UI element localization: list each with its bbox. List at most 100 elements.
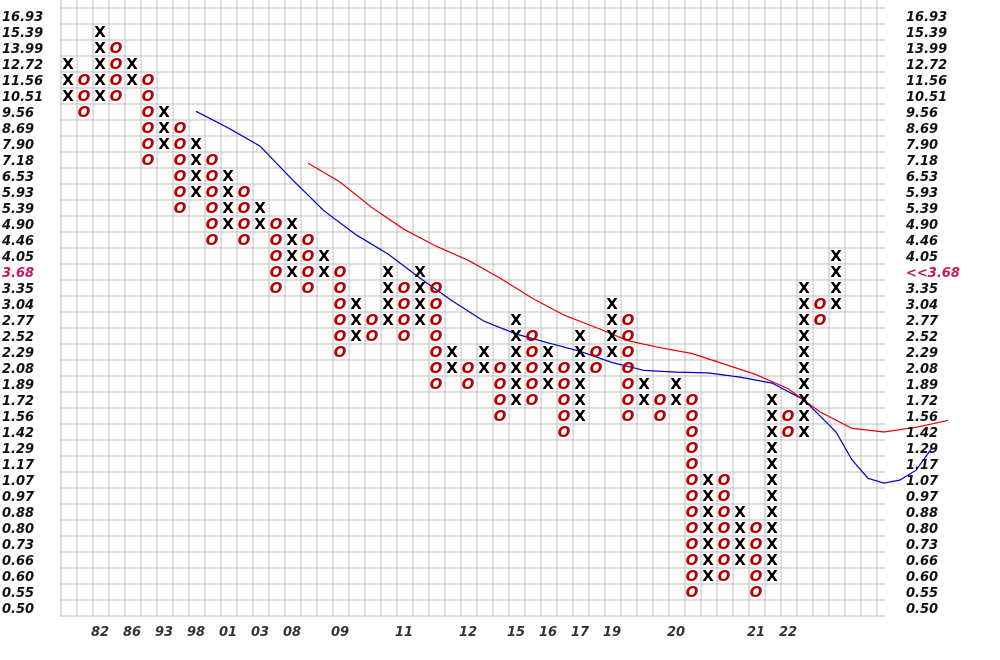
x-box-mark: X [830, 295, 842, 313]
o-box-mark: O [430, 359, 443, 377]
x-box-mark: X [350, 295, 362, 313]
o-box-mark: O [686, 471, 699, 489]
y-tick-left: 1.07 [2, 474, 35, 489]
o-box-mark: O [430, 343, 443, 361]
o-box-mark: O [430, 279, 443, 297]
y-tick-left: 0.80 [2, 522, 34, 537]
o-box-mark: O [814, 311, 827, 329]
x-box-mark: X [766, 439, 778, 457]
o-box-mark: O [718, 471, 731, 489]
o-box-mark: O [334, 343, 347, 361]
o-box-mark: O [430, 311, 443, 329]
y-tick-left: 3.35 [2, 282, 34, 297]
x-box-mark: X [574, 343, 586, 361]
o-box-mark: O [270, 263, 283, 281]
x-box-mark: X [254, 199, 266, 217]
o-box-mark: O [590, 343, 603, 361]
x-box-mark: X [830, 247, 842, 265]
x-box-mark: X [702, 535, 714, 553]
o-box-mark: O [174, 151, 187, 169]
x-box-mark: X [574, 375, 586, 393]
o-box-mark: O [622, 407, 635, 425]
y-tick-left: 10.51 [2, 90, 43, 105]
x-box-mark: X [798, 423, 810, 441]
x-box-mark: X [510, 375, 522, 393]
o-box-mark: O [750, 551, 763, 569]
o-box-mark: O [558, 391, 571, 409]
y-tick-right: 2.77 [906, 314, 939, 329]
y-tick-left: 1.17 [2, 458, 35, 473]
x-box-mark: X [798, 343, 810, 361]
y-tick-left: 1.42 [2, 426, 34, 441]
x-box-mark: X [766, 535, 778, 553]
y-tick-left: 0.73 [2, 538, 34, 553]
x-box-mark: X [62, 87, 74, 105]
x-tick-label: 12 [459, 625, 477, 640]
o-box-mark: O [238, 231, 251, 249]
y-tick-left: 4.05 [1, 250, 34, 265]
x-box-mark: X [446, 343, 458, 361]
x-box-mark: X [286, 231, 298, 249]
o-box-mark: O [718, 503, 731, 521]
x-box-mark: X [222, 183, 234, 201]
o-box-mark: O [718, 519, 731, 537]
o-box-mark: O [462, 375, 475, 393]
x-box-mark: X [766, 519, 778, 537]
x-tick-label: 03 [251, 625, 269, 640]
y-tick-left: 2.29 [2, 346, 34, 361]
o-box-mark: O [78, 71, 91, 89]
y-tick-left: 7.18 [2, 154, 34, 169]
right-axis: 16.9315.3913.9912.7211.5610.519.568.697.… [905, 10, 960, 617]
o-box-mark: O [782, 423, 795, 441]
x-box-mark: X [254, 215, 266, 233]
o-box-mark: O [270, 279, 283, 297]
o-box-mark: O [750, 583, 763, 601]
y-tick-left: 0.88 [2, 506, 34, 521]
x-box-mark: X [734, 503, 746, 521]
o-box-mark: O [174, 199, 187, 217]
x-tick-label: 17 [571, 625, 590, 640]
o-box-mark: O [142, 87, 155, 105]
o-box-mark: O [270, 231, 283, 249]
o-box-mark: O [302, 263, 315, 281]
x-tick-label: 98 [187, 625, 205, 640]
x-tick-label: 16 [539, 625, 557, 640]
x-box-mark: X [830, 263, 842, 281]
y-tick-left: 2.52 [2, 330, 34, 345]
x-box-mark: X [190, 167, 202, 185]
o-box-mark: O [686, 519, 699, 537]
x-box-mark: X [510, 327, 522, 345]
x-box-mark: X [702, 487, 714, 505]
o-box-mark: O [526, 343, 539, 361]
y-tick-right: 0.97 [906, 490, 939, 505]
o-box-mark: O [78, 87, 91, 105]
y-tick-left: 0.60 [2, 570, 34, 585]
x-box-mark: X [190, 135, 202, 153]
y-tick-right: 11.56 [906, 74, 947, 89]
y-tick-right: 1.42 [906, 426, 938, 441]
o-box-mark: O [206, 215, 219, 233]
x-box-mark: X [478, 359, 490, 377]
o-box-mark: O [558, 359, 571, 377]
o-box-mark: O [622, 391, 635, 409]
x-box-mark: X [798, 359, 810, 377]
y-tick-left: 3.68 [2, 266, 34, 281]
y-tick-right: 3.04 [906, 298, 938, 313]
x-box-mark: X [126, 55, 138, 73]
o-box-mark: O [558, 423, 571, 441]
x-box-mark: X [94, 55, 106, 73]
o-box-mark: O [686, 487, 699, 505]
x-box-mark: X [574, 407, 586, 425]
o-box-mark: O [622, 359, 635, 377]
y-tick-right: 8.69 [906, 122, 938, 137]
y-tick-right: 9.56 [906, 106, 938, 121]
o-box-mark: O [686, 423, 699, 441]
o-box-mark: O [334, 279, 347, 297]
o-box-mark: O [110, 87, 123, 105]
x-box-mark: X [190, 183, 202, 201]
y-tick-right: 0.80 [906, 522, 938, 537]
y-tick-right: 0.55 [906, 586, 938, 601]
o-box-mark: O [686, 583, 699, 601]
x-box-mark: X [638, 375, 650, 393]
o-box-mark: O [686, 567, 699, 585]
